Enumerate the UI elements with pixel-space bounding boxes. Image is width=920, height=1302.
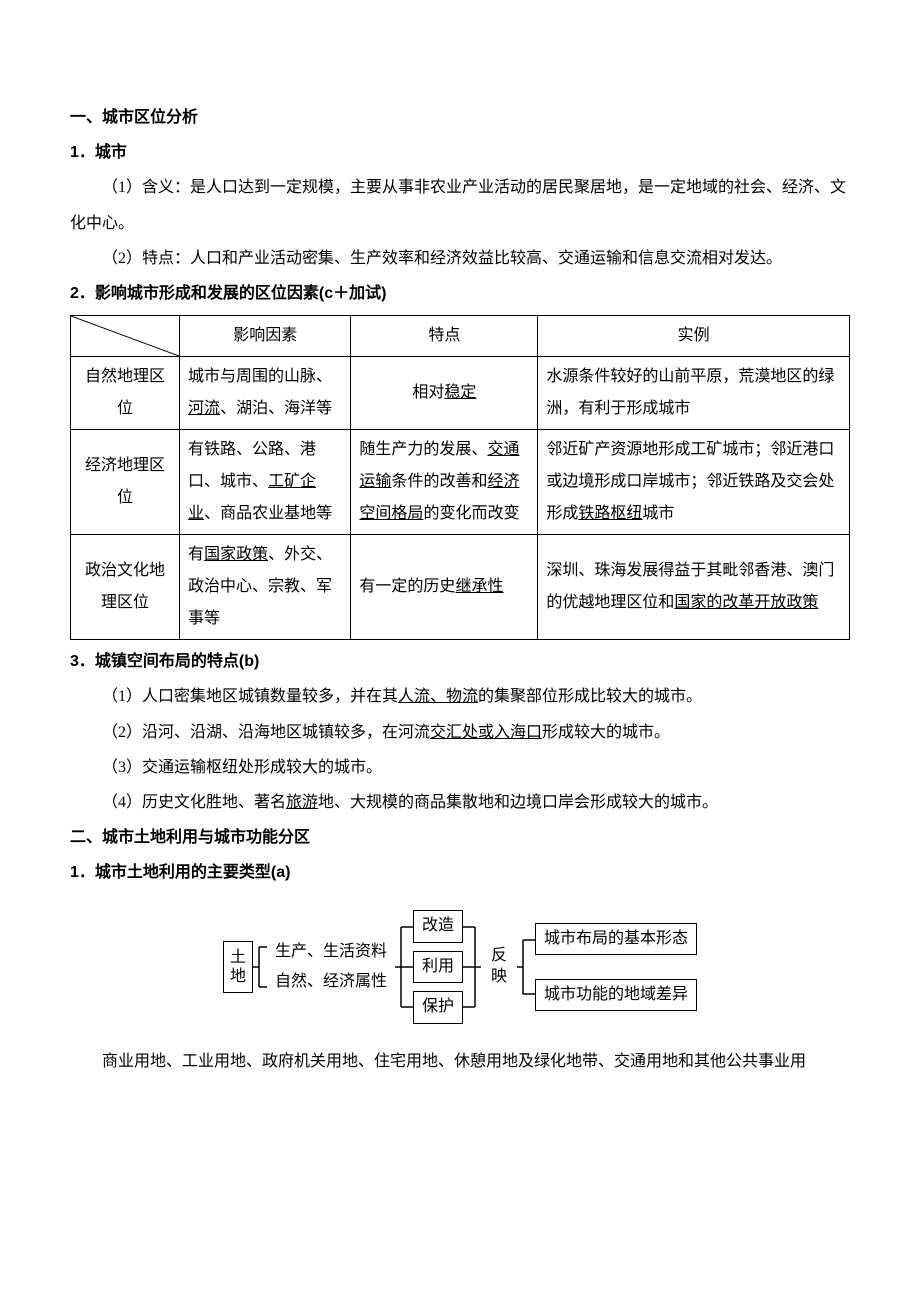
table-header-factor: 影响因素 — [180, 316, 351, 357]
cell-r1-c3: 相对稳定 — [351, 357, 538, 430]
diag-right-box-2: 城市功能的地域差异 — [535, 979, 697, 1011]
section-1-heading: 一、城市区位分析 — [70, 100, 850, 135]
table-header-example: 实例 — [538, 316, 850, 357]
cell-r3-c3: 有一定的历史继承性 — [351, 535, 538, 640]
diag-left-line2: 自然、经济属性 — [267, 969, 395, 995]
para-last: 商业用地、工业用地、政府机关用地、住宅用地、休憩用地及绿化地带、交通用地和其他公… — [70, 1044, 850, 1079]
para-3-4: （4）历史文化胜地、著名旅游地、大规模的商品集散地和边境口岸会形成较大的城市。 — [70, 785, 850, 820]
sub-2-1-label: 1．城市土地利用的主要类型(a) — [70, 855, 850, 890]
diag-mid-box-2: 利用 — [413, 951, 463, 983]
sub-1-3-label: 3．城镇空间布局的特点(b) — [70, 644, 850, 679]
table-header-feature: 特点 — [351, 316, 538, 357]
cell-r2-c4: 邻近矿产资源地形成工矿城市；邻近港口或边境形成口岸城市；邻近铁路及交会处形成铁路… — [538, 430, 850, 535]
para-1-1: （1）含义：是人口达到一定规模，主要从事非农业产业活动的居民聚居地，是一定地域的… — [70, 170, 850, 240]
diag-left-line1: 生产、生活资料 — [267, 939, 395, 965]
diag-bracket-left — [253, 910, 267, 1023]
cell-r2-c2: 有铁路、公路、港口、城市、工矿企业、商品农业基地等 — [180, 430, 351, 535]
table-row: 自然地理区位 城市与周围的山脉、河流、湖泊、海洋等 相对稳定 水源条件较好的山前… — [71, 357, 850, 430]
cell-r3-c4: 深圳、珠海发展得益于其毗邻香港、澳门的优越地理区位和国家的改革开放政策 — [538, 535, 850, 640]
diag-mid-box-1: 改造 — [413, 910, 463, 942]
diag-right-box-1: 城市布局的基本形态 — [535, 923, 697, 955]
table-header-blank — [71, 316, 180, 357]
sub-1-1-label: 1．城市 — [70, 135, 850, 170]
diag-bracket-right — [517, 910, 535, 1023]
diag-bracket-close — [463, 910, 481, 1023]
table-row: 经济地理区位 有铁路、公路、港口、城市、工矿企业、商品农业基地等 随生产力的发展… — [71, 430, 850, 535]
diag-left-box: 土地 — [223, 941, 253, 993]
diag-reflect-label: 反映 — [481, 944, 517, 990]
location-factors-table: 影响因素 特点 实例 自然地理区位 城市与周围的山脉、河流、湖泊、海洋等 相对稳… — [70, 315, 850, 640]
section-2-heading: 二、城市土地利用与城市功能分区 — [70, 820, 850, 855]
para-3-1: （1）人口密集地区城镇数量较多，并在其人流、物流的集聚部位形成比较大的城市。 — [70, 679, 850, 714]
cell-r1-c2: 城市与周围的山脉、河流、湖泊、海洋等 — [180, 357, 351, 430]
cell-r3-c1: 政治文化地理区位 — [71, 535, 180, 640]
land-use-diagram: 土地 生产、生活资料 自然、经济属性 改造 利用 保护 反映 城 — [70, 910, 850, 1023]
diag-bracket-mid — [395, 910, 413, 1023]
cell-r1-c1: 自然地理区位 — [71, 357, 180, 430]
cell-r3-c2: 有国家政策、外交、政治中心、宗教、军事等 — [180, 535, 351, 640]
diag-mid-box-3: 保护 — [413, 991, 463, 1023]
cell-r2-c1: 经济地理区位 — [71, 430, 180, 535]
cell-r2-c3: 随生产力的发展、交通运输条件的改善和经济空间格局的变化而改变 — [351, 430, 538, 535]
cell-r1-c4: 水源条件较好的山前平原，荒漠地区的绿洲，有利于形成城市 — [538, 357, 850, 430]
para-3-2: （2）沿河、沿湖、沿海地区城镇较多，在河流交汇处或入海口形成较大的城市。 — [70, 715, 850, 750]
table-row: 政治文化地理区位 有国家政策、外交、政治中心、宗教、军事等 有一定的历史继承性 … — [71, 535, 850, 640]
para-1-2: （2）特点：人口和产业活动密集、生产效率和经济效益比较高、交通运输和信息交流相对… — [70, 241, 850, 276]
sub-1-2-label: 2．影响城市形成和发展的区位因素(c＋加试) — [70, 276, 850, 311]
para-3-3: （3）交通运输枢纽处形成较大的城市。 — [70, 750, 850, 785]
